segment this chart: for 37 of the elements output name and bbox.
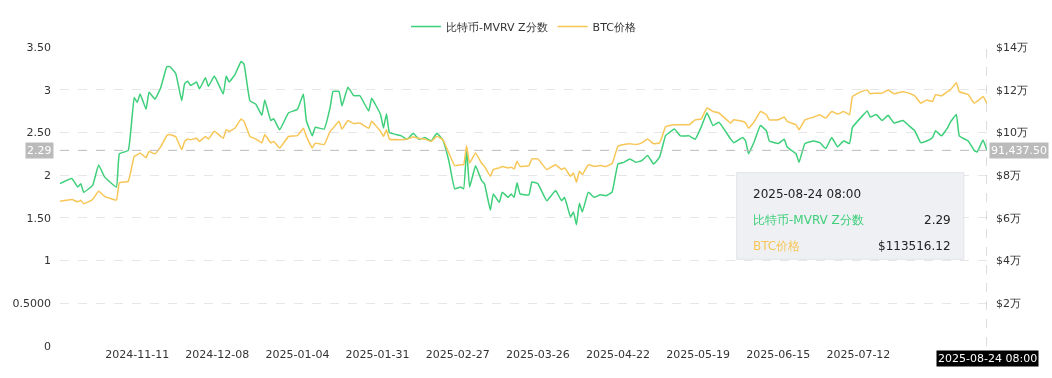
y2-tick-label: $6万 <box>996 211 1021 225</box>
annotation: $113516.12 <box>878 239 951 253</box>
x-tick-label: 2025-03-26 <box>505 348 570 361</box>
y2-tick-label: $8万 <box>996 168 1021 182</box>
y-tick-label: 0 <box>44 339 51 353</box>
y-tick-label: 1 <box>44 254 51 268</box>
ref-line-label: 2.29 <box>27 144 52 157</box>
x-tick-label: 2025-06-15 <box>746 348 811 361</box>
ref-line-label: 2025-08-24 08:00 <box>938 352 1038 365</box>
x-tick-label: 2025-02-27 <box>425 348 490 361</box>
line-series <box>60 60 987 226</box>
y-tick-label: 0.5000 <box>12 297 51 311</box>
legend-label: 比特币-MVRV Z分数 <box>446 20 548 34</box>
x-tick-label: 2025-07-12 <box>826 348 891 361</box>
annotation: 2025-08-24 08:00 <box>753 187 862 201</box>
text: 91,437.50 <box>991 144 1047 157</box>
y-tick-label: 2 <box>44 168 51 182</box>
y2-tick-label: $4万 <box>996 254 1021 268</box>
annotation: BTC价格 <box>753 239 801 253</box>
annotation: 2.29 <box>924 213 951 227</box>
line-series <box>60 81 987 205</box>
x-tick-label: 2025-01-04 <box>265 348 330 361</box>
y-tick-label: 3.50 <box>26 40 51 54</box>
annotation: 比特币-MVRV Z分数 <box>753 213 864 227</box>
y2-tick-label: $2万 <box>996 297 1021 311</box>
y-tick-label: 3 <box>44 83 51 97</box>
x-tick-label: 2024-12-08 <box>185 348 250 361</box>
y2-tick-label: $12万 <box>996 83 1028 97</box>
y-tick-label: 1.50 <box>26 211 51 225</box>
y2-tick-label: $14万 <box>996 40 1028 54</box>
x-tick-label: 2025-05-19 <box>666 348 731 361</box>
x-tick-label: 2024-11-11 <box>105 348 170 361</box>
y-tick-label: 2.50 <box>26 126 51 140</box>
x-tick-label: 2025-01-31 <box>345 348 410 361</box>
legend-label: BTC价格 <box>592 20 636 34</box>
x-tick-label: 2025-04-22 <box>586 348 650 361</box>
y2-tick-label: $10万 <box>996 126 1028 140</box>
